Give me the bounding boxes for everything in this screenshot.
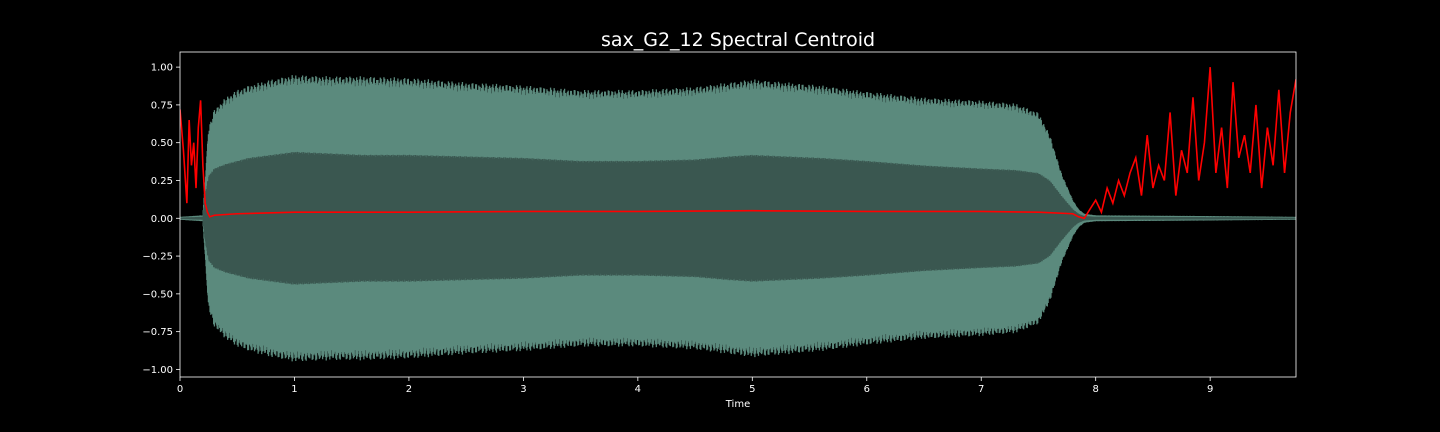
y-tick-label: 0.00: [151, 214, 173, 225]
x-tick-label: 5: [749, 384, 755, 395]
y-tick-label: −0.50: [142, 289, 173, 300]
x-tick-label: 1: [291, 384, 297, 395]
y-tick-label: 0.75: [151, 100, 173, 111]
x-tick-label: 3: [520, 384, 526, 395]
x-tick-label: 4: [635, 384, 641, 395]
y-tick-label: 0.25: [151, 176, 173, 187]
waveform-inner: [180, 151, 1296, 285]
y-tick-label: −1.00: [142, 365, 173, 376]
y-tick-label: −0.25: [142, 252, 173, 263]
x-tick-label: 0: [177, 384, 183, 395]
axes-frame: [179, 51, 1297, 378]
x-tick-label: 7: [978, 384, 984, 395]
y-tick-label: −0.75: [142, 327, 173, 338]
y-tick-label: 0.50: [151, 138, 173, 149]
x-axis-label: Time: [725, 399, 750, 410]
plot-area: [180, 67, 1296, 362]
x-tick-label: 2: [406, 384, 412, 395]
axes: 0 1 2 3 4 5 6 7 8 9 −1.00 −0.75 −0.50 −0.25 0.00 0.25 0.…: [142, 51, 1297, 395]
x-tick-label: 6: [864, 384, 870, 395]
y-tick-label: 1.00: [151, 63, 173, 74]
plot-content: [180, 67, 1296, 362]
spectral-centroid-line: [180, 67, 1296, 220]
x-tick-label: 9: [1207, 384, 1213, 395]
x-tick-label: 8: [1093, 384, 1099, 395]
chart-title: sax_G2_12 Spectral Centroid: [601, 29, 875, 51]
